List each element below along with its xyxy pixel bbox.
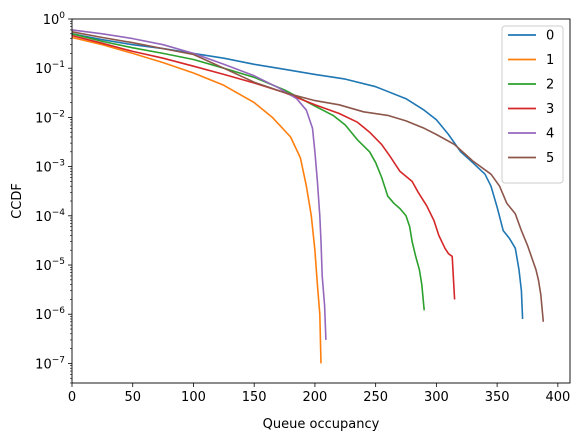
x-tick-label: 150 [242, 390, 267, 405]
legend: 0 1 2 3 4 5 [501, 25, 564, 184]
series-line-5 [71, 31, 545, 322]
y-tick-label: 100 [43, 11, 66, 28]
x-tick-label: 350 [485, 390, 510, 405]
legend-box [501, 25, 564, 184]
series-line-3 [71, 34, 456, 300]
legend-label-4: 4 [546, 127, 554, 142]
x-tick-label: 400 [545, 390, 570, 405]
legend-label-0: 0 [546, 29, 554, 44]
y-tick-label: 10−6 [35, 306, 65, 323]
y-axis-title: CCDF [10, 183, 25, 219]
x-axis: 0 50 100 150 200 250 300 350 400 [68, 383, 570, 405]
series-line-4 [71, 29, 327, 340]
legend-label-3: 3 [546, 102, 554, 117]
y-tick-label: 10−4 [35, 208, 65, 225]
legend-label-5: 5 [546, 151, 554, 166]
series-line-1 [71, 36, 322, 364]
series-line-0 [71, 33, 524, 320]
legend-label-2: 2 [546, 78, 554, 93]
x-axis-title: Queue occupancy [263, 417, 380, 432]
x-tick-label: 0 [68, 390, 76, 405]
y-axis: 10−7 10−6 10−5 10−4 10−3 10−2 10−1 100 [35, 11, 72, 384]
x-tick-label: 300 [424, 390, 449, 405]
x-tick-label: 50 [124, 390, 141, 405]
x-tick-label: 200 [303, 390, 328, 405]
series-layer [71, 29, 545, 364]
y-tick-label: 10−1 [35, 60, 65, 77]
x-tick-label: 100 [181, 390, 206, 405]
legend-label-1: 1 [546, 53, 554, 68]
y-tick-label: 10−7 [35, 355, 65, 372]
y-tick-label: 10−5 [35, 257, 65, 274]
y-tick-label: 10−3 [35, 159, 65, 176]
series-line-2 [71, 33, 425, 311]
y-tick-label: 10−2 [35, 109, 65, 126]
x-tick-label: 250 [363, 390, 388, 405]
